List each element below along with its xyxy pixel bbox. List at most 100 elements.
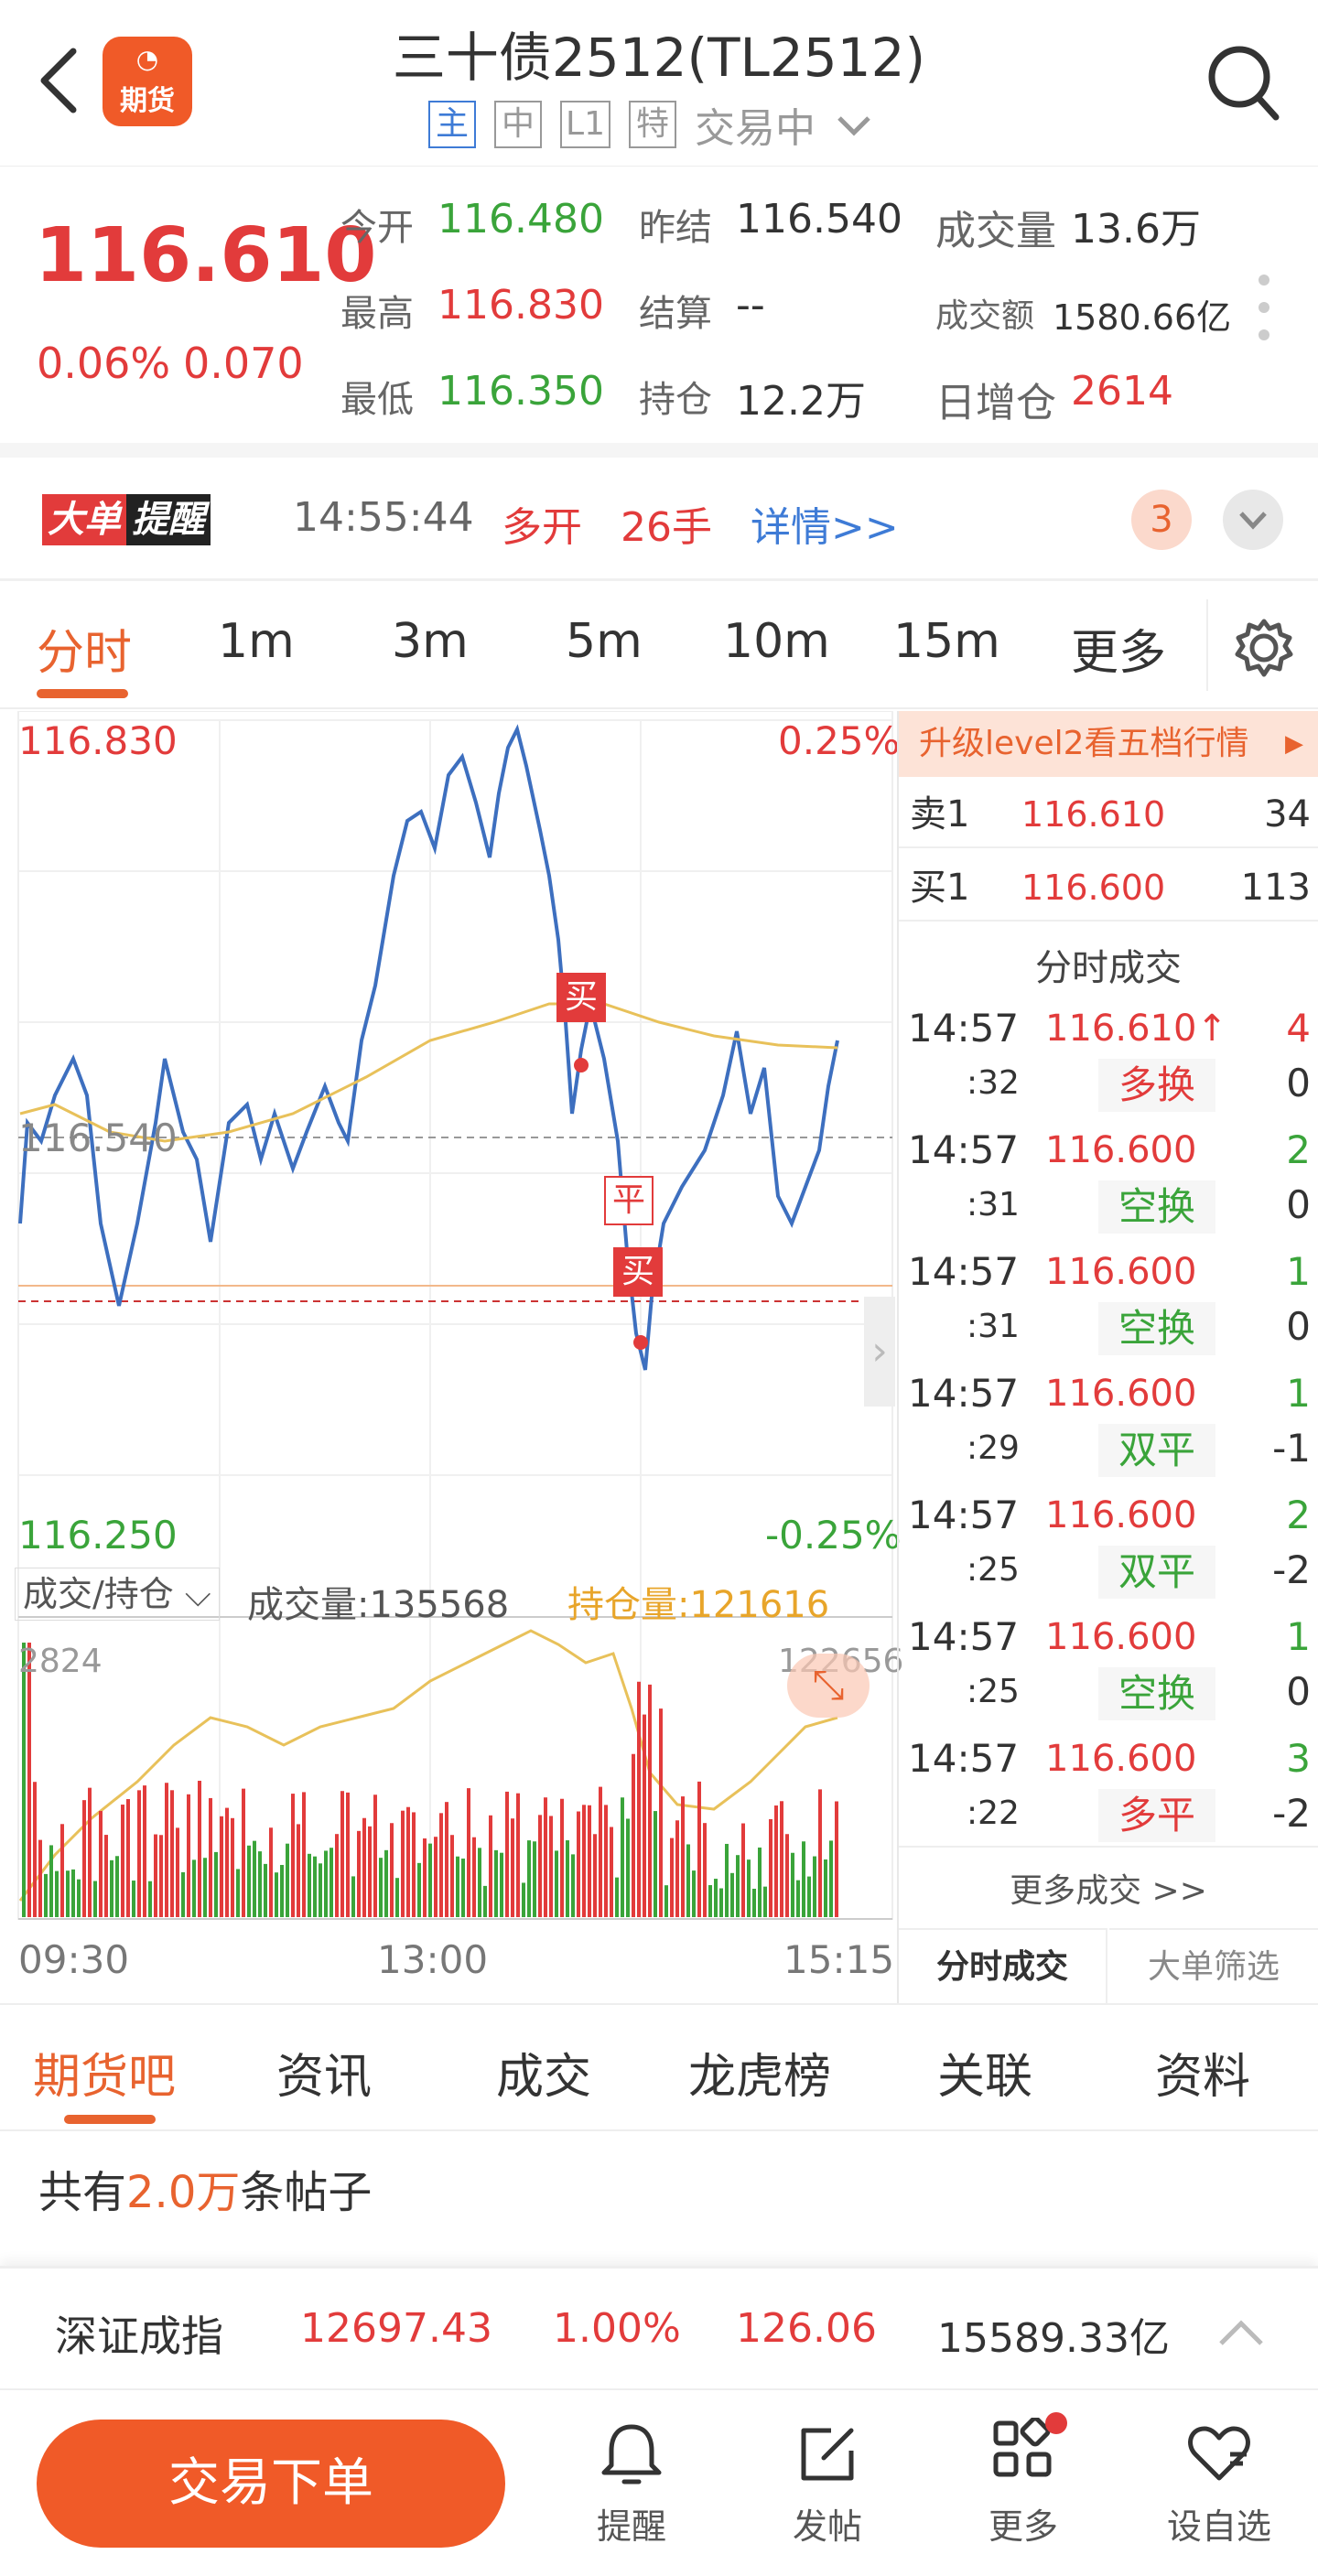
x-label-end: 15:15 [783,1937,895,1982]
buy-marker[interactable]: 买 [556,973,606,1022]
change-pct: 0.06% [37,339,171,388]
back-icon[interactable] [33,44,81,117]
header: ◔ 期货 三十债2512(TL2512) 主 中 L1 特 交易中 [0,0,1318,167]
content-tab-5[interactable]: 资料 [1155,2050,1251,2105]
gear-icon[interactable] [1232,616,1296,680]
tick-volume: 2 [1286,1493,1311,1537]
indicator-selector[interactable]: 成交/持仓 ⌵ [15,1568,220,1621]
volume-bar [99,1810,103,1917]
volume-bar [500,1852,503,1917]
volume-bar [373,1795,377,1917]
expand-chart-button[interactable]: ⤡ [787,1654,870,1718]
volume-bar [319,1863,322,1917]
tick-price: 116.600 [1045,1129,1197,1171]
price-line [18,724,839,1371]
volume-bar [445,1802,448,1917]
tick-seconds: :25 [967,1551,1020,1589]
tab-period-0[interactable]: 分时 [37,626,133,681]
search-icon[interactable] [1205,42,1281,124]
volume-bar [588,1805,591,1917]
alert-detail-link[interactable]: 详情>> [751,504,899,551]
intraday-chart[interactable]: 116.830 0.25% 116.540 116.250 -0.25% 成交/… [0,711,903,2003]
volume-bar [560,1798,564,1917]
tick-volume: 2 [1286,1127,1311,1172]
volume-bar [686,1844,690,1917]
volume-bar [428,1843,432,1917]
more-trades-link[interactable]: 更多成交 >> [899,1846,1318,1926]
volume-bar [33,1782,37,1917]
volume-bar [829,1840,833,1917]
content-tab-3[interactable]: 龙虎榜 [688,2050,832,2105]
tab-tick-trades[interactable]: 分时成交 [899,1928,1107,2003]
open-interest-label: 持仓量:121616 [567,1584,830,1626]
volume-bar [582,1805,586,1917]
content-tab-underline [64,2115,156,2124]
avg-price-line [19,1002,838,1143]
posts-count: 2.0万 [126,2167,241,2218]
sell1-price: 116.610 [1021,794,1166,835]
tab-period-6[interactable]: 更多 [1071,626,1167,681]
volume-bar [703,1823,707,1917]
tick-title: 分时成交 [1035,947,1182,989]
volume-bar [384,1849,388,1917]
content-tab-4[interactable]: 关联 [937,2050,1033,2105]
volume-bar [330,1848,333,1917]
tab-period-5[interactable]: 15m [893,614,1000,669]
nav-post[interactable]: 发帖 [772,2418,882,2549]
volume-bar [824,1859,827,1917]
tick-oi-change: 0 [1286,1304,1311,1349]
content-tabs: 期货吧 资讯 成交 龙虎榜 关联 资料 [0,2003,1318,2131]
volume-bar [549,1816,553,1917]
content-tab-0[interactable]: 期货吧 [33,2050,177,2105]
volume-bar [66,1870,70,1917]
nav-remind[interactable]: 提醒 [577,2418,686,2549]
tick-seconds: :22 [967,1795,1020,1832]
content-tab-2[interactable]: 成交 [496,2050,592,2105]
tick-seconds: :31 [967,1308,1020,1345]
tab-underline [37,689,128,698]
trade-button[interactable]: 交易下单 [37,2420,505,2548]
badge-row[interactable]: 主 中 L1 特 交易中 [428,99,874,152]
volume-bar [835,1801,838,1917]
tab-period-4[interactable]: 10m [723,614,830,669]
buy-marker-2[interactable]: 买 [613,1247,663,1297]
volume-bar [104,1835,108,1917]
tab-big-orders[interactable]: 大单筛选 [1109,1928,1318,2003]
collapse-panel-handle[interactable]: › [864,1297,895,1407]
index-name: 深证成指 [55,2312,223,2361]
tab-period-3[interactable]: 5m [566,614,643,669]
volume-bar [763,1886,767,1917]
buy1-row: 买1 116.600 113 [899,857,1318,922]
index-ticker-bar[interactable]: 深证成指 12697.43 1.00% 126.06 15589.33亿 [0,2266,1318,2388]
tick-price: 116.600 [1045,1738,1197,1780]
alert-expand-button[interactable] [1223,490,1283,550]
app-logo: ◔ 期货 [103,37,192,126]
volume-bar [758,1847,762,1917]
edit-icon [801,2428,854,2481]
more-dots-icon[interactable] [1259,275,1271,348]
big-order-alert[interactable]: 大单 提醒 14:55:44 多开 26手 详情>> 3 [0,458,1318,581]
close-marker[interactable]: 平 [604,1176,654,1225]
tab-period-2[interactable]: 3m [392,614,469,669]
volume-bar [780,1801,783,1917]
upgrade-banner[interactable]: 升级level2看五档行情 ▶ [899,711,1318,777]
volume-bar [313,1856,317,1917]
volume-bar [308,1853,311,1917]
volume-bar [198,1780,201,1917]
volume-bar [791,1852,794,1917]
tick-time: 14:57 [908,1249,1020,1294]
tick-type: 双平 [1098,1424,1215,1477]
volume-bar [736,1855,740,1917]
nav-watchlist[interactable]: 设自选 [1164,2418,1274,2549]
volume-bar [544,1797,547,1917]
content-tab-1[interactable]: 资讯 [276,2050,373,2105]
volume-bar [752,1888,756,1917]
volume-bar [165,1783,168,1917]
nav-more[interactable]: 更多 [968,2412,1078,2549]
chevron-up-icon[interactable] [1214,2314,1269,2351]
alert-count-badge: 3 [1131,490,1192,550]
volume-bar [664,1885,668,1917]
volume-bar [522,1882,525,1917]
tab-period-1[interactable]: 1m [218,614,295,669]
alert-logo-b: 提醒 [126,494,211,545]
